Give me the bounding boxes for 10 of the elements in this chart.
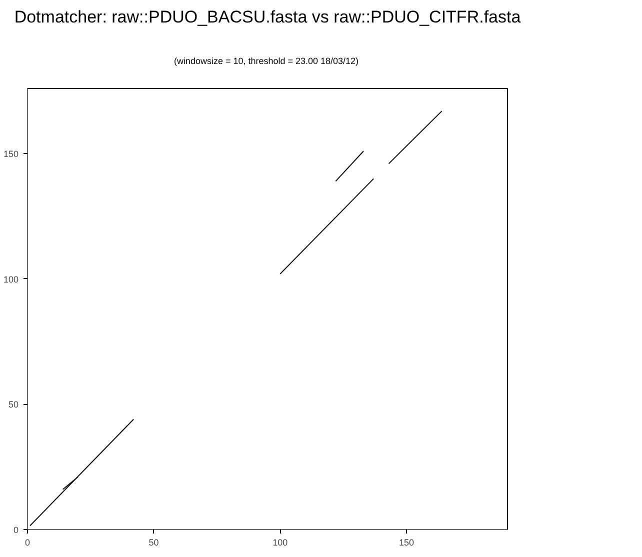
- y-tick-label: 50: [8, 400, 19, 410]
- x-tick-label: 0: [24, 538, 30, 548]
- x-tick-label: 50: [148, 538, 159, 548]
- x-tick-label: 100: [272, 538, 288, 548]
- y-tick-label: 100: [3, 274, 19, 284]
- x-tick-label: 150: [398, 538, 414, 548]
- chart-title: Dotmatcher: raw::PDUO_BACSU.fasta vs raw::PDUO_CITFR.fasta: [14, 8, 522, 26]
- y-tick-label: 150: [3, 149, 19, 160]
- chart-subtitle: (windowsize = 10, threshold = 23.00 18/03/12): [174, 56, 359, 66]
- y-tick-label: 0: [13, 525, 19, 535]
